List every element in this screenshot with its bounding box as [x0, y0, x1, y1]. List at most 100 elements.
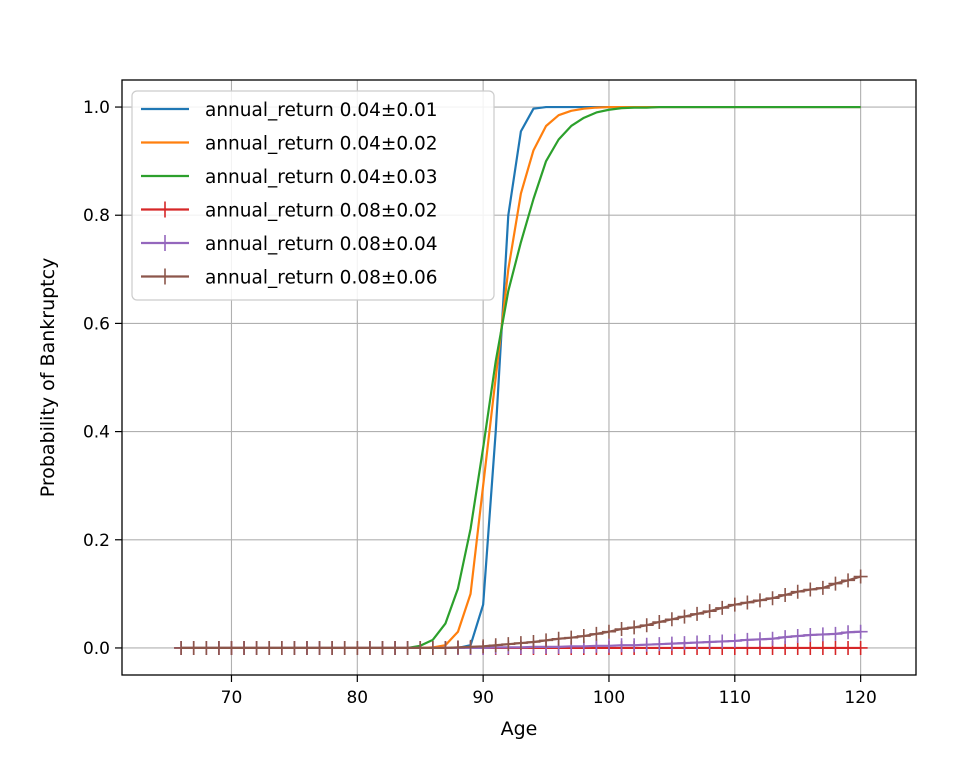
- data-point-marker: [702, 635, 717, 650]
- legend-label: annual_return 0.04±0.01: [205, 100, 438, 121]
- legend-entry: annual_return 0.08±0.06: [141, 268, 438, 289]
- data-point-marker: [274, 640, 289, 655]
- legend-entry: annual_return 0.04±0.03: [141, 167, 438, 188]
- data-point-marker: [400, 640, 415, 655]
- data-point-marker: [312, 640, 327, 655]
- legend-entry: annual_return 0.08±0.04: [141, 234, 438, 255]
- data-point-marker: [476, 639, 491, 654]
- data-point-marker: [815, 640, 830, 655]
- data-point-marker: [690, 635, 705, 650]
- data-point-marker: [677, 609, 692, 624]
- data-point-marker: [438, 640, 453, 655]
- legend-label: annual_return 0.08±0.04: [205, 234, 438, 255]
- legend-label: annual_return 0.04±0.02: [205, 134, 438, 155]
- data-point-marker: [551, 631, 566, 646]
- data-point-marker: [564, 630, 579, 645]
- data-point-marker: [174, 640, 189, 655]
- data-point-marker: [828, 626, 843, 641]
- data-point-marker: [589, 626, 604, 641]
- data-point-marker: [576, 629, 591, 644]
- axes-frame: [121, 79, 917, 676]
- data-point-marker: [249, 640, 264, 655]
- data-point-marker: [627, 620, 642, 635]
- data-point-marker: [299, 640, 314, 655]
- data-point-marker: [601, 624, 616, 639]
- legend-marker-swatch: [157, 268, 173, 285]
- data-point-marker: [237, 640, 252, 655]
- data-point-marker: [740, 595, 755, 610]
- data-point-marker: [727, 633, 742, 648]
- data-point-marker: [803, 582, 818, 597]
- legend-entry: annual_return 0.04±0.02: [141, 134, 438, 155]
- data-point-marker: [765, 591, 780, 606]
- data-point-marker: [841, 625, 856, 640]
- data-point-marker: [715, 634, 730, 649]
- data-point-marker: [186, 640, 201, 655]
- x-tick-label: 80: [346, 688, 368, 708]
- y-axis-ticks: 0.0 0.2 0.4 0.6 0.8 1.0: [83, 98, 122, 659]
- data-point-marker: [803, 627, 818, 642]
- data-point-marker: [815, 627, 830, 642]
- data-point-marker: [450, 640, 465, 655]
- data-point-marker: [539, 633, 554, 648]
- data-point-marker: [853, 640, 868, 655]
- data-point-marker: [828, 640, 843, 655]
- data-point-marker: [702, 604, 717, 619]
- data-point-marker: [513, 636, 528, 651]
- data-point-marker: [853, 624, 868, 639]
- data-point-marker: [853, 569, 868, 584]
- series-2: [181, 105, 861, 650]
- series-line: [181, 105, 861, 650]
- data-point-marker: [488, 638, 503, 653]
- data-point-marker: [224, 640, 239, 655]
- data-point-marker: [690, 606, 705, 621]
- plot-lines: [174, 105, 868, 655]
- data-point-marker: [790, 629, 805, 644]
- data-point-marker: [413, 640, 428, 655]
- data-point-marker: [463, 639, 478, 654]
- data-point-marker: [526, 635, 541, 650]
- legend-label: annual_return 0.08±0.06: [205, 268, 438, 289]
- x-axis-label: Age: [501, 718, 538, 740]
- data-point-marker: [752, 593, 767, 608]
- data-point-marker: [841, 640, 856, 655]
- y-tick-label: 0.8: [83, 206, 110, 226]
- y-tick-label: 0.6: [83, 314, 110, 334]
- data-point-marker: [388, 640, 403, 655]
- data-point-marker: [677, 636, 692, 651]
- legend-entry: annual_return 0.04±0.01: [141, 100, 438, 121]
- legend-entry: annual_return 0.08±0.02: [141, 201, 438, 222]
- data-point-marker: [803, 640, 818, 655]
- x-tick-label: 100: [593, 688, 625, 708]
- legend-label: annual_return 0.04±0.03: [205, 167, 438, 188]
- y-tick-label: 0.2: [83, 531, 110, 551]
- data-point-marker: [287, 640, 302, 655]
- x-axis-ticks: 70 80 90 100 110 120: [221, 675, 877, 708]
- data-point-marker: [715, 600, 730, 615]
- data-point-marker: [828, 576, 843, 591]
- data-point-marker: [815, 580, 830, 595]
- legend: annual_return 0.04±0.01 annual_return 0.0…: [131, 90, 495, 301]
- data-point-marker: [664, 636, 679, 651]
- data-point-marker: [211, 640, 226, 655]
- y-tick-label: 1.0: [83, 98, 110, 118]
- data-point-marker: [425, 640, 440, 655]
- legend-marker-swatch: [157, 235, 173, 251]
- data-point-marker: [639, 637, 654, 652]
- legend-box: [131, 90, 495, 301]
- x-tick-label: 70: [221, 688, 243, 708]
- data-point-marker: [841, 573, 856, 588]
- data-point-marker: [639, 618, 654, 633]
- data-point-marker: [778, 587, 793, 602]
- x-tick-label: 110: [719, 688, 751, 708]
- x-tick-label: 90: [472, 688, 494, 708]
- data-point-marker: [790, 584, 805, 599]
- data-point-marker: [627, 638, 642, 653]
- y-tick-label: 0.0: [83, 639, 110, 659]
- data-point-marker: [601, 638, 616, 653]
- data-point-marker: [614, 638, 629, 653]
- data-point-marker: [652, 614, 667, 629]
- series-6: [174, 569, 868, 655]
